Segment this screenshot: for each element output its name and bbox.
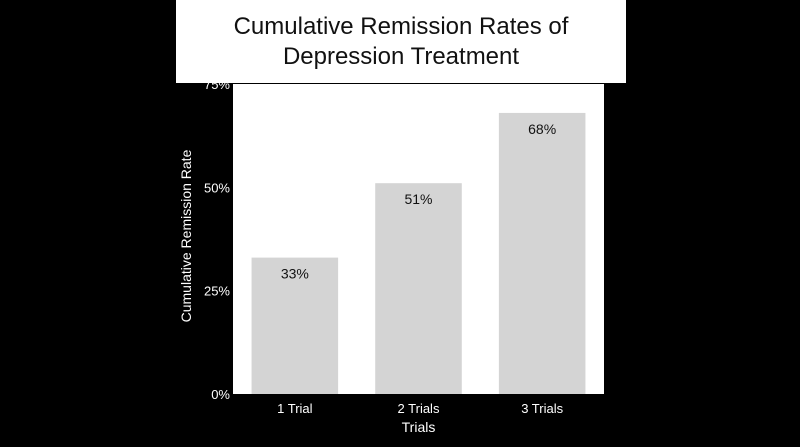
x-tick-label-3: 3 Trials xyxy=(521,401,563,416)
x-axis-label: Trials xyxy=(402,419,436,435)
y-tick-label-4: 75% xyxy=(204,77,230,92)
y-axis-label: Cumulative Remission Rate xyxy=(178,149,194,322)
bar-3 xyxy=(498,112,586,394)
chart-title-line-2: Depression Treatment xyxy=(282,42,520,70)
bars-group: 33% 51% 68% xyxy=(251,112,586,394)
chart-title: Cumulative Remission Rates of Depression… xyxy=(176,0,626,83)
chart-title-line-1: Cumulative Remission Rates of xyxy=(233,12,569,40)
y-tick-label-1: 0% xyxy=(211,387,230,402)
bar-value-label-3: 68% xyxy=(528,121,556,137)
bar-1 xyxy=(251,257,339,394)
y-tick-label-2: 25% xyxy=(204,284,230,299)
bar-2 xyxy=(375,183,462,394)
x-tick-label-2: 2 Trials xyxy=(398,401,440,416)
x-tick-label-1: 1 Trial xyxy=(277,401,313,416)
x-axis-ticks: 1 Trial 2 Trials 3 Trials xyxy=(277,401,563,416)
y-tick-label-3: 50% xyxy=(204,180,230,195)
bar-value-label-2: 51% xyxy=(404,191,432,207)
bar-value-label-1: 33% xyxy=(281,266,309,282)
y-axis-ticks: 0% 25% 50% 75% xyxy=(204,77,230,402)
